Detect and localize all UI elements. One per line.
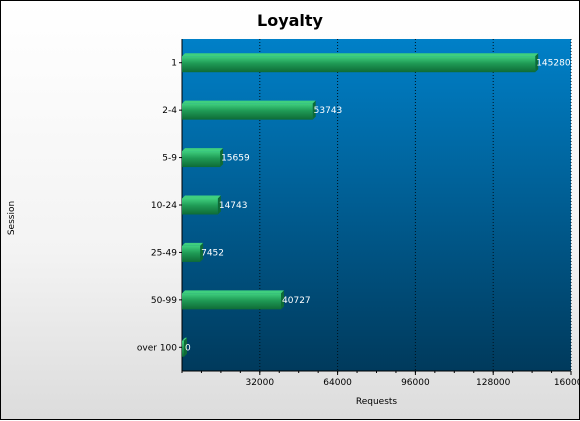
y-tick-label-6: over 100 — [137, 343, 177, 353]
bar-value-label-4: 7452 — [201, 248, 224, 258]
bar-top-3 — [182, 195, 221, 199]
bar-top-5 — [182, 290, 285, 294]
bar-6 — [182, 340, 184, 357]
y-tick-label-1: 2-4 — [162, 106, 177, 116]
bar-side-5 — [281, 290, 285, 310]
bar-top-2 — [182, 148, 224, 152]
bar-side-3 — [217, 195, 221, 215]
bar-1 — [182, 103, 313, 120]
plot-area — [182, 39, 571, 371]
bar-side-1 — [312, 100, 316, 120]
bar-value-label-0: 145280 — [536, 59, 571, 69]
y-tick-label-2: 5-9 — [162, 154, 177, 164]
bar-value-label-3: 14743 — [219, 201, 248, 211]
y-tick-label-4: 25-49 — [151, 248, 177, 258]
x-tick-label-0: 32000 — [245, 378, 274, 388]
y-tick-label-3: 10-24 — [151, 201, 177, 211]
bar-top-1 — [182, 100, 316, 104]
bar-value-label-2: 15659 — [221, 154, 250, 164]
bar-5 — [182, 293, 282, 310]
bar-side-6 — [184, 337, 187, 357]
x-tick-label-4: 160000 — [554, 378, 580, 388]
bar-4 — [182, 245, 201, 262]
bar-0 — [182, 56, 536, 73]
x-tick-label-1: 64000 — [323, 378, 352, 388]
bar-value-label-1: 53743 — [314, 106, 343, 116]
bar-3 — [182, 198, 218, 215]
bar-top-6 — [182, 337, 187, 341]
y-tick-label-0: 1 — [171, 59, 177, 69]
x-axis-label: Requests — [355, 397, 398, 407]
bar-side-4 — [200, 242, 204, 262]
bar-value-label-6: 0 — [185, 343, 191, 353]
x-tick-label-3: 128000 — [476, 378, 511, 388]
bar-top-0 — [182, 53, 539, 57]
bar-side-2 — [220, 148, 224, 168]
y-tick-label-5: 50-99 — [151, 296, 177, 306]
x-tick-label-2: 96000 — [401, 378, 430, 388]
bar-top-4 — [182, 242, 204, 246]
bar-2 — [182, 151, 221, 168]
bar-side-0 — [535, 53, 539, 73]
bar-value-label-5: 40727 — [282, 296, 311, 306]
chart-title: Loyalty — [257, 11, 323, 30]
